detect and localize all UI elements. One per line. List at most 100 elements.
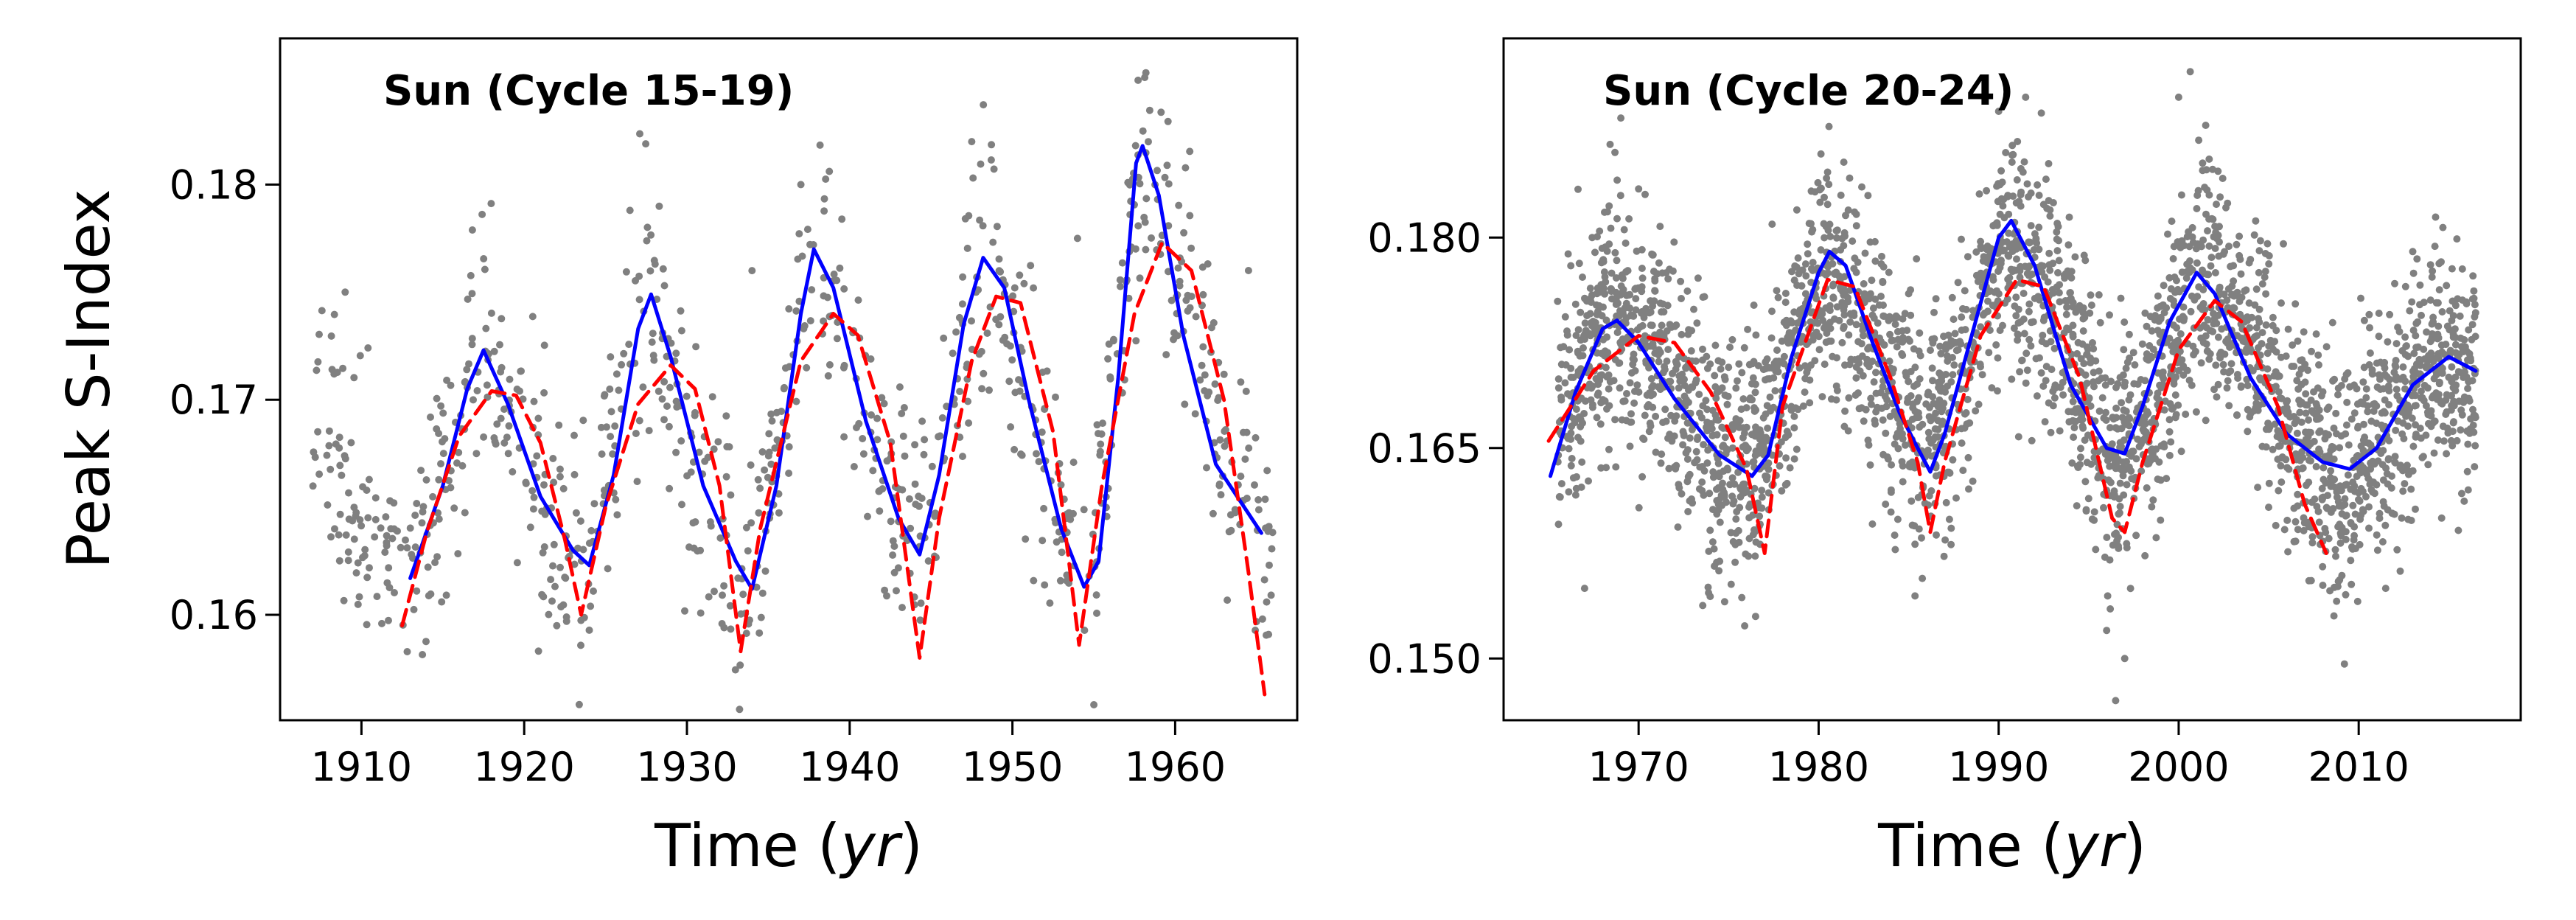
right-scatter-point [2342,371,2350,378]
right-scatter-point [2100,414,2108,422]
right-scatter-point [2409,367,2417,375]
left-scatter-point [545,610,553,618]
right-scatter-point [1569,474,1577,482]
right-scatter-point [2098,394,2106,402]
right-scatter-point [2065,213,2073,221]
left-scatter-point [549,562,556,570]
right-scatter-point [2170,321,2177,330]
left-scatter-point [397,543,405,551]
right-scatter-point [2315,518,2323,526]
left-scatter-point [612,495,620,503]
right-scatter-point [2365,524,2373,532]
right-scatter-point [1786,464,1794,472]
right-scatter-point [2214,333,2222,341]
right-scatter-point [1572,405,1580,414]
left-scatter-point [1063,576,1071,585]
right-scatter-point [1635,503,1643,512]
left-scatter-point [636,130,643,138]
right-scatter-point [2384,338,2392,346]
right-scatter-point [1574,326,1582,334]
right-scatter-point [1882,429,1890,437]
right-scatter-point [1728,335,1736,344]
right-scatter-point [2364,475,2373,482]
right-scatter-point [1899,462,1907,470]
right-scatter-point [1683,478,1692,486]
left-scatter-point [965,419,973,427]
right-scatter-point [1840,242,1848,250]
right-scatter-point [2373,481,2381,489]
right-scatter-point [2067,289,2074,296]
left-scatter-point [1187,244,1195,252]
right-scatter-point [2369,488,2377,496]
left-scatter-point [492,440,500,448]
right-scatter-point [1893,515,1902,523]
right-scatter-point [2167,371,2175,379]
right-scatter-point [1948,293,1956,302]
right-scatter-point [1655,259,1663,267]
left-scatter-point [540,481,548,489]
left-scatter-point [899,432,907,440]
right-scatter-point [1620,226,1628,234]
left-scatter-point [940,334,948,342]
right-scatter-point [1645,389,1653,397]
left-scatter-point [907,524,915,532]
left-scatter-point [575,700,583,708]
left-scatter-point [695,448,703,456]
right-scatter-point [1593,414,1601,422]
left-scatter-point [325,442,333,450]
right-scatter-point [1829,282,1837,290]
right-scatter-point [2014,319,2022,327]
right-scatter-point [2448,442,2457,450]
right-scatter-point [2308,533,2317,541]
left-scatter-point [806,317,814,325]
right-scatter-point [1700,467,1708,475]
right-scatter-point [1750,302,1758,309]
left-scatter-point [347,439,355,447]
left-scatter-point [576,517,584,525]
right-scatter-point [1807,318,1815,326]
left-scatter-point [318,307,326,315]
left-scatter-point [437,460,444,468]
left-scatter-point [639,383,647,391]
right-scatter-point [1633,381,1641,389]
right-scatter-point [2122,407,2130,415]
right-scatter-point [1992,341,2000,349]
left-scatter-point [435,475,443,484]
right-scatter-point [2115,509,2123,517]
right-scatter-point [1851,254,1859,262]
right-scatter-point [1887,488,1895,496]
left-scatter-point [350,535,358,543]
left-scatter-point [916,616,924,624]
right-scatter-point [1568,455,1576,462]
right-scatter-point [2050,344,2059,352]
right-scatter-point [1947,378,1955,386]
right-scatter-point [2470,287,2478,295]
left-scatter-point [1005,377,1013,386]
right-scatter-point [1698,487,1706,495]
left-scatter-point [313,366,321,374]
right-scatter-point [2013,176,2021,184]
right-scatter-point [1569,374,1577,381]
right-scatter-point [2115,544,2123,552]
right-scatter-point [2023,180,2031,188]
right-scatter-point [1950,361,1958,369]
right-scatter-point [2403,342,2410,350]
right-scatter-point [1766,393,1774,401]
right-scatter-point [2381,585,2390,593]
left-scatter-point [612,370,621,378]
right-scatter-point [1596,420,1605,428]
right-scatter-point [2321,435,2329,443]
right-scatter-point [1860,332,1868,340]
right-scatter-point [2064,241,2073,249]
left-scatter-point [587,526,596,534]
right-scatter-point [1585,330,1593,338]
right-scatter-point [2427,349,2435,358]
right-scatter-point [1944,357,1952,365]
left-scatter-point [795,297,803,305]
right-scatter-point [2437,399,2445,407]
right-scatter-point [1738,369,1746,377]
right-scatter-point [1667,411,1675,419]
right-scatter-point [2450,397,2458,405]
right-scatter-point [1845,331,1853,339]
right-scatter-point [1821,193,1828,201]
